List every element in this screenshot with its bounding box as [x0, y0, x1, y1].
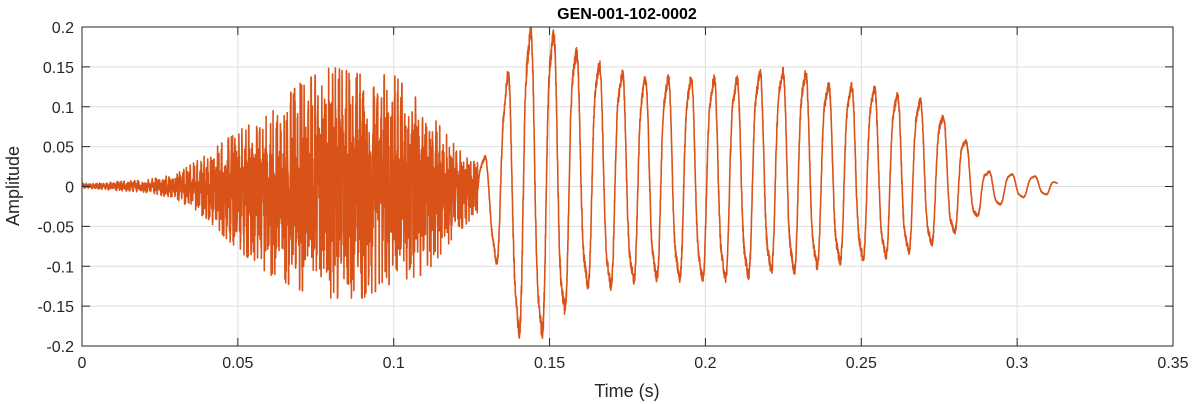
- x-axis-label: Time (s): [594, 381, 659, 401]
- chart-title: GEN-001-102-0002: [557, 6, 697, 23]
- x-tick-label: 0.2: [694, 355, 716, 372]
- y-axis-label: Amplitude: [3, 146, 23, 226]
- y-tick-label: 0.2: [52, 20, 74, 37]
- y-tick-label: -0.2: [46, 339, 74, 356]
- x-tick-label: 0.25: [846, 355, 877, 372]
- x-axis-ticks: 0 0.05 0.1 0.15 0.2 0.25 0.3 0.35: [78, 27, 1189, 372]
- x-tick-label: 0.1: [383, 355, 405, 372]
- series-layer: [82, 27, 1059, 339]
- y-axis-ticks: -0.2 -0.15 -0.1 -0.05 0 0.05 0.1 0.15 0.2: [38, 20, 1173, 356]
- y-tick-label: -0.15: [38, 299, 75, 316]
- x-tick-label: 0.3: [1006, 355, 1028, 372]
- x-tick-label: 0.15: [534, 355, 565, 372]
- y-tick-label: 0.1: [52, 100, 74, 117]
- y-tick-label: 0: [65, 180, 74, 197]
- waveform-series-line: [82, 27, 1059, 339]
- y-tick-label: 0.05: [43, 140, 74, 157]
- y-tick-label: -0.1: [46, 259, 74, 276]
- y-tick-label: 0.15: [43, 60, 74, 77]
- x-tick-label: 0.05: [222, 355, 253, 372]
- x-tick-label: 0: [78, 355, 87, 372]
- y-tick-label: -0.05: [38, 219, 75, 236]
- x-tick-label: 0.35: [1157, 355, 1188, 372]
